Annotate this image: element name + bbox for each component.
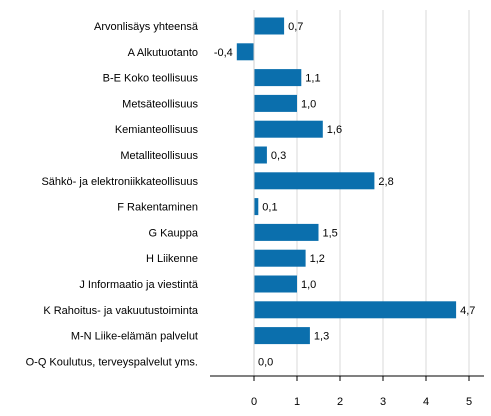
value-label: 4,7 bbox=[460, 305, 475, 317]
bar bbox=[254, 17, 285, 35]
category-label: F Rakentaminen bbox=[117, 202, 198, 214]
value-label: 1,2 bbox=[310, 253, 325, 265]
category-label: G Kauppa bbox=[148, 227, 198, 239]
bar bbox=[254, 120, 323, 138]
bar bbox=[254, 146, 267, 164]
x-tick-label: 1 bbox=[294, 396, 300, 408]
category-label: J Informaatio ja viestintä bbox=[79, 279, 198, 291]
value-label: 1,3 bbox=[314, 331, 329, 343]
bars bbox=[236, 17, 457, 345]
bar bbox=[254, 301, 457, 319]
category-label: Metsäteollisuus bbox=[122, 98, 198, 110]
category-label: K Rahoitus- ja vakuutustoiminta bbox=[43, 305, 199, 317]
x-tick-label: 3 bbox=[380, 396, 386, 408]
value-label: 1,0 bbox=[301, 98, 316, 110]
value-label: 0,0 bbox=[258, 356, 273, 368]
bar bbox=[254, 249, 306, 267]
value-label: -0,4 bbox=[214, 47, 233, 59]
bar bbox=[254, 94, 297, 112]
bar bbox=[254, 172, 375, 190]
x-tick-label: 2 bbox=[337, 396, 343, 408]
x-tick-label: 0 bbox=[251, 396, 257, 408]
x-tick-label: 4 bbox=[423, 396, 429, 408]
category-label: Metalliteollisuus bbox=[120, 150, 198, 162]
value-label: 0,7 bbox=[288, 21, 303, 33]
labels: 0 1 2 3 4 5 Arvonlisäys yhteensä 0,7 A Alkutuota… bbox=[26, 21, 476, 408]
value-label: 1,5 bbox=[323, 227, 338, 239]
bar bbox=[254, 327, 310, 345]
value-label: 0,1 bbox=[262, 202, 277, 214]
bar bbox=[236, 43, 254, 61]
value-label: 1,6 bbox=[327, 124, 342, 136]
x-tick-label: 5 bbox=[466, 396, 472, 408]
gridlines bbox=[296, 10, 470, 376]
axes bbox=[210, 10, 484, 381]
value-label: 2,8 bbox=[378, 176, 393, 188]
category-label: M-N Liike-elämän palvelut bbox=[71, 331, 198, 343]
bar bbox=[254, 198, 259, 216]
bar bbox=[254, 223, 319, 241]
bar bbox=[254, 69, 302, 87]
category-label: Arvonlisäys yhteensä bbox=[94, 21, 199, 33]
value-label: 0,3 bbox=[271, 150, 286, 162]
value-label: 1,0 bbox=[301, 279, 316, 291]
category-label: Sähkö- ja elektroniikkateollisuus bbox=[41, 176, 198, 188]
bar bbox=[254, 275, 297, 293]
value-label: 1,1 bbox=[305, 73, 320, 85]
category-label: O-Q Koulutus, terveyspalvelut yms. bbox=[26, 356, 198, 368]
category-label: H Liikenne bbox=[146, 253, 198, 265]
category-label: Kemianteollisuus bbox=[115, 124, 199, 136]
category-label: A Alkutuotanto bbox=[128, 47, 198, 59]
category-label: B-E Koko teollisuus bbox=[103, 73, 199, 85]
